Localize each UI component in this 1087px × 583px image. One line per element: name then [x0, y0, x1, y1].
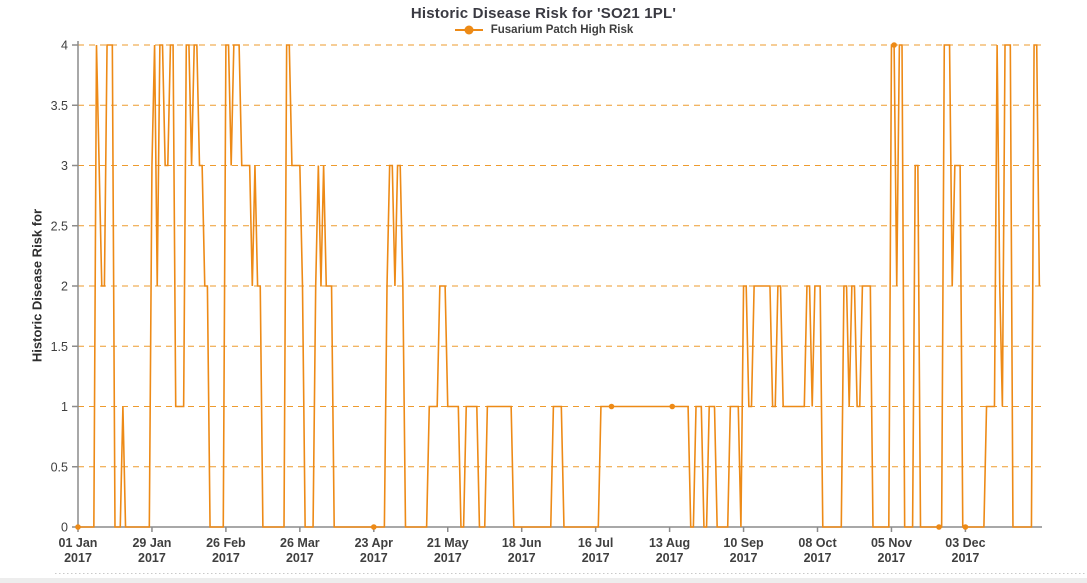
y-axis: 0 0.5 1 1.5 2 2.5 3 3.5 4	[51, 39, 79, 535]
x-tick-label: 13 Aug 2017	[649, 536, 690, 565]
x-axis: 01 Jan 2017 29 Jan 2017 26 Feb 2017 26 Mar 2017…	[59, 526, 1042, 565]
chart-title: Historic Disease Risk for 'SO21 1PL'	[410, 5, 677, 22]
gridlines	[78, 44, 1042, 468]
x-tick-label: 23 Apr 2017	[355, 536, 394, 565]
x-tick-label: 26 Mar 2017	[280, 536, 320, 565]
legend[interactable]: Fusarium Patch High Risk	[0, 24, 1087, 36]
risk-line-series[interactable]	[78, 44, 1041, 528]
x-tick-label: 10 Sep 2017	[723, 536, 764, 565]
data-point-marker[interactable]	[75, 524, 81, 530]
legend-line-marker-icon	[454, 25, 483, 35]
y-tick-label: 3.5	[51, 99, 68, 113]
data-point-marker[interactable]	[891, 42, 897, 48]
y-tick-label: 0.5	[51, 460, 68, 474]
series-markers	[75, 42, 969, 530]
y-tick-label: 2	[61, 280, 68, 294]
x-tick-label: 16 Jul 2017	[578, 536, 613, 565]
x-tick-label: 08 Oct 2017	[798, 536, 837, 565]
x-tick-label: 03 Dec 2017	[945, 536, 985, 565]
y-tick-label: 3	[61, 159, 68, 173]
data-point-marker[interactable]	[371, 524, 377, 530]
data-point-marker[interactable]	[608, 403, 615, 410]
y-tick-label: 1	[61, 400, 68, 414]
x-tick-label: 21 May 2017	[427, 536, 469, 565]
x-tick-label: 18 Jun 2017	[502, 536, 542, 565]
x-tick-label: 05 Nov 2017	[871, 536, 912, 565]
y-tick-label: 2.5	[51, 219, 68, 233]
y-axis-title: Historic Disease Risk for	[29, 208, 45, 363]
x-tick-label: 01 Jan 2017	[59, 536, 98, 565]
data-point-marker[interactable]	[669, 403, 676, 410]
data-point-marker[interactable]	[962, 524, 969, 530]
data-point-marker[interactable]	[936, 524, 942, 530]
y-tick-label: 0	[61, 521, 68, 535]
bottom-scrollbar-track[interactable]	[0, 578, 1087, 583]
y-tick-label: 1.5	[51, 340, 68, 354]
x-tick-label: 29 Jan 2017	[132, 536, 171, 565]
y-tick-label: 4	[61, 39, 68, 53]
x-tick-label: 26 Feb 2017	[206, 536, 246, 565]
legend-label: Fusarium Patch High Risk	[490, 24, 634, 36]
